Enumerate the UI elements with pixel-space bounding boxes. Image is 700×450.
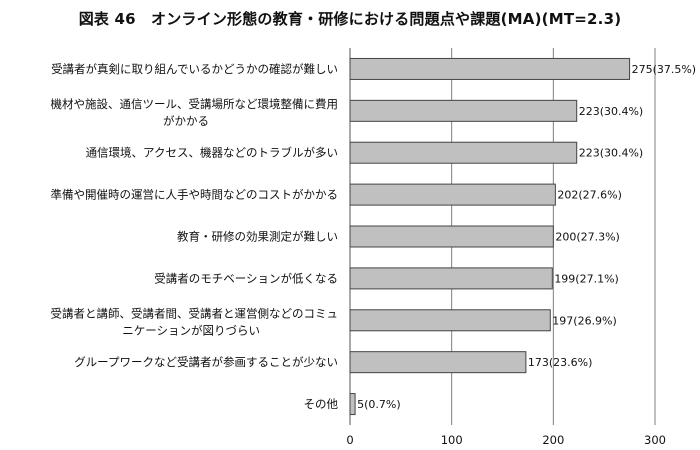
category-labels: 受講者が真剣に取り組んでいるかどうかの確認が難しい機材や施設、通信ツール、受講場…	[51, 62, 339, 411]
bar-2	[349, 99, 578, 122]
bar-9	[349, 393, 356, 416]
x-tick-label-200: 200	[542, 433, 564, 447]
bar-7	[349, 309, 551, 332]
bar-8	[349, 351, 527, 374]
category-label-7-line-2: ニケーションが図りづらい	[122, 323, 260, 337]
chart-title: 図表 46 オンライン形態の教育・研修における問題点や課題(MA)(MT=2.3…	[78, 10, 622, 28]
value-label-6: 199(27.1%)	[554, 272, 619, 285]
x-tick-label-0: 0	[346, 433, 353, 447]
category-label-4: 準備や開催時の運営に人手や時間などのコストがかかる	[51, 188, 339, 202]
x-axis-ticks: 0 100 200 300	[346, 433, 666, 447]
bar-5	[349, 225, 554, 248]
category-label-5: 教育・研修の効果測定が難しい	[177, 230, 338, 244]
bars	[349, 57, 631, 416]
category-label-3: 通信環境、アクセス、機器などのトラブルが多い	[86, 146, 338, 160]
value-label-4: 202(27.6%)	[557, 189, 622, 202]
category-label-1: 受講者が真剣に取り組んでいるかどうかの確認が難しい	[51, 62, 338, 76]
category-label-7-line-1: 受講者と講師、受講者間、受講者と運営側などのコミュ	[51, 306, 339, 320]
value-label-9: 5(0.7%)	[357, 398, 401, 411]
category-label-2-line-1: 機材や施設、通信ツール、受講場所など環境整備に費用	[51, 97, 339, 111]
category-label-6: 受講者のモチベーションが低くなる	[154, 271, 338, 285]
category-label-8: グループワークなど受講者が参画することが少ない	[74, 355, 338, 369]
x-tick-label-100: 100	[441, 433, 463, 447]
value-label-5: 200(27.3%)	[555, 231, 620, 244]
value-label-2: 223(30.4%)	[579, 105, 644, 118]
value-label-8: 173(23.6%)	[528, 356, 593, 369]
bar-3	[349, 141, 578, 164]
value-label-3: 223(30.4%)	[579, 147, 644, 160]
value-label-1: 275(37.5%)	[632, 63, 697, 76]
value-label-7: 197(26.9%)	[552, 314, 617, 327]
value-labels: 275(37.5%) 223(30.4%) 223(30.4%) 202(27.6%)…	[357, 63, 696, 411]
bar-4	[349, 183, 556, 206]
category-label-2-line-2: がかかる	[163, 114, 209, 128]
bar-6	[349, 267, 553, 290]
bar-1	[349, 57, 631, 80]
x-tick-label-300: 300	[644, 433, 666, 447]
category-label-9: その他	[304, 397, 339, 411]
